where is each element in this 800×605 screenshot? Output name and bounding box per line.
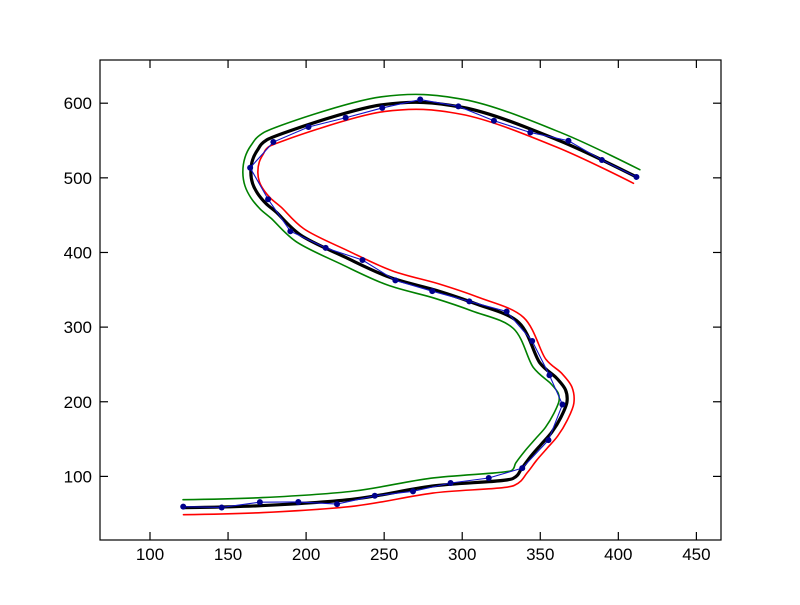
svg-text:400: 400 — [604, 545, 632, 564]
svg-text:300: 300 — [64, 318, 92, 337]
svg-text:250: 250 — [370, 545, 398, 564]
svg-text:200: 200 — [292, 545, 320, 564]
svg-text:300: 300 — [448, 545, 476, 564]
svg-text:500: 500 — [64, 169, 92, 188]
svg-text:450: 450 — [682, 545, 710, 564]
svg-text:400: 400 — [64, 243, 92, 262]
svg-text:150: 150 — [214, 545, 242, 564]
svg-text:600: 600 — [64, 94, 92, 113]
svg-text:200: 200 — [64, 393, 92, 412]
svg-text:350: 350 — [526, 545, 554, 564]
svg-text:100: 100 — [64, 467, 92, 486]
svg-text:100: 100 — [136, 545, 164, 564]
